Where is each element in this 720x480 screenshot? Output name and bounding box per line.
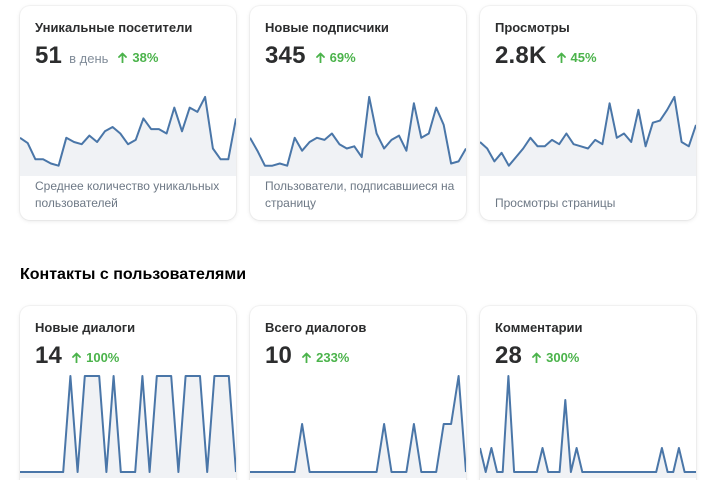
subscribers-chart[interactable] [250,76,466,176]
card-title: Новые диалоги [35,320,136,335]
metric-value: 345 [265,42,306,69]
chart-series-line [20,375,236,473]
metric: 345 69% [265,42,356,70]
card-title: Всего диалогов [265,320,367,335]
delta-badge: 45% [556,50,597,65]
chart-area-fill [250,376,466,478]
arrow-up-icon [556,52,566,63]
card-description: Просмотры страницы [495,196,616,210]
total-dialogs-chart[interactable] [250,368,466,478]
card-title: Уникальные посетители [35,20,193,35]
metric-value: 10 [265,342,293,369]
arrow-up-icon [532,352,542,363]
chart-series-line [20,95,236,167]
metric-value: 2.8K [495,42,547,69]
metric-value: 14 [35,342,63,369]
metric: 10 233% [265,342,349,370]
card-new-dialogs[interactable]: Новые диалоги 14 100% [20,306,236,480]
chart-series-line [480,375,696,473]
card-description: Среднее количество уникальных пользовате… [35,179,220,210]
comments-chart[interactable] [480,368,696,478]
card-new-subscribers[interactable]: Новые подписчики 345 69% Пользователи, п… [250,6,466,220]
metric-value: 28 [495,342,523,369]
card-unique-visitors[interactable]: Уникальные посетители 51 в день 38% Сред… [20,6,236,220]
card-title: Комментарии [495,320,583,335]
chart-series-line [250,375,466,473]
chart-area-fill [20,376,236,478]
delta-value: 100% [86,350,120,365]
chart-series-line [250,95,466,167]
metric-value: 51 [35,42,63,69]
views-chart[interactable] [480,76,696,176]
delta-value: 69% [329,50,356,65]
card-comments[interactable]: Комментарии 28 300% [480,306,696,480]
section-title-contacts: Контакты с пользователями [20,266,247,283]
metric-unit: в день [69,51,109,66]
delta-value: 233% [316,350,350,365]
arrow-up-icon [302,352,312,363]
delta-badge: 300% [532,350,579,365]
card-description: Пользователи, подписавшиеся на страницу [265,179,455,210]
card-title: Новые подписчики [265,20,389,35]
visitors-chart[interactable] [20,76,236,176]
delta-badge: 100% [72,350,119,365]
arrow-up-icon [315,52,325,63]
chart-area-fill [20,96,236,176]
metric: 2.8K 45% [495,42,597,70]
chart-series-line [480,95,696,167]
metric: 14 100% [35,342,119,370]
arrow-up-icon [118,52,128,63]
card-total-dialogs[interactable]: Всего диалогов 10 233% [250,306,466,480]
card-title: Просмотры [495,20,570,35]
delta-badge: 69% [315,50,356,65]
card-views[interactable]: Просмотры 2.8K 45% Просмотры страницы [480,6,696,220]
delta-value: 300% [546,350,580,365]
delta-value: 38% [132,50,159,65]
arrow-up-icon [72,352,82,363]
new-dialogs-chart[interactable] [20,368,236,478]
chart-area-fill [480,96,696,176]
delta-badge: 38% [118,50,158,65]
delta-value: 45% [570,50,597,65]
metric: 28 300% [495,342,579,370]
metric: 51 в день 38% [35,42,158,70]
delta-badge: 233% [302,350,349,365]
